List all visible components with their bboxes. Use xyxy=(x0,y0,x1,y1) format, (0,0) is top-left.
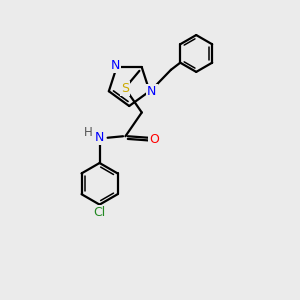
Text: H: H xyxy=(84,126,93,139)
Text: N: N xyxy=(147,85,157,98)
Text: N: N xyxy=(110,59,120,72)
Text: S: S xyxy=(122,82,129,95)
Text: O: O xyxy=(149,133,159,146)
Text: N: N xyxy=(95,131,104,144)
Text: Cl: Cl xyxy=(93,206,106,219)
